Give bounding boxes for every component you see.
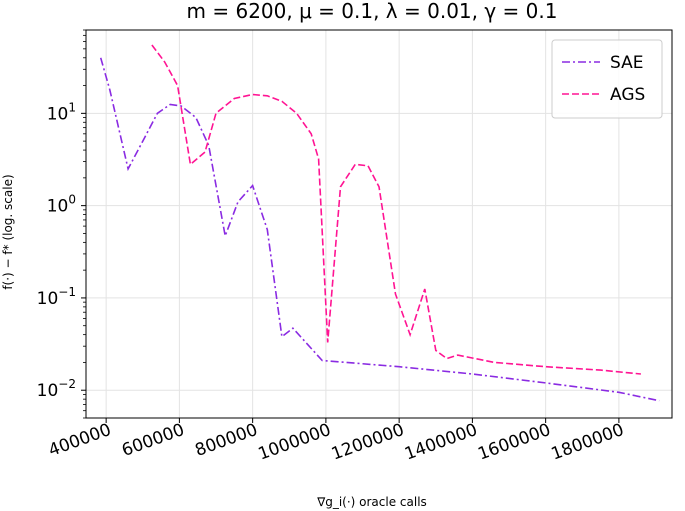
- y-tick-base: 10: [37, 289, 59, 309]
- x-tick-label: 800000: [193, 420, 261, 461]
- plot-frame: [85, 29, 673, 419]
- y-tick-label: 10−2: [37, 377, 76, 401]
- y-tick-base: 10: [47, 104, 69, 124]
- y-tick-label: 101: [47, 100, 76, 124]
- grid: [86, 30, 672, 418]
- x-tick-label: 600000: [119, 420, 187, 461]
- series-line-ags: [151, 44, 641, 375]
- x-axis-label: ∇g_i(·) oracle calls: [316, 495, 427, 509]
- x-axis: 400000 600000 8000001000000120000014000001…: [46, 418, 627, 465]
- x-tick-label: 400000: [46, 420, 114, 461]
- y-tick-exponent: 0: [68, 193, 76, 207]
- legend-label: SAE: [610, 53, 643, 73]
- x-tick-label: 1200000: [329, 420, 407, 465]
- legend-label: AGS: [610, 85, 645, 105]
- y-tick-exponent: −2: [58, 377, 76, 391]
- y-tick-base: 10: [47, 197, 69, 217]
- series-line-sae: [99, 57, 660, 402]
- x-tick-label: 1800000: [549, 420, 627, 465]
- y-tick-base: 10: [37, 381, 59, 401]
- x-tick-label: 1600000: [475, 420, 553, 465]
- x-tick-label: 1400000: [402, 420, 480, 465]
- y-tick-exponent: −1: [58, 285, 76, 299]
- y-tick-label: 10−1: [37, 285, 76, 309]
- series-layer: [99, 44, 660, 402]
- chart-title: m = 6200, μ = 0.1, λ = 0.01, γ = 0.1: [187, 0, 558, 23]
- legend-box: [551, 39, 663, 119]
- x-tick-label: 1000000: [256, 420, 334, 465]
- y-tick-exponent: 1: [68, 100, 76, 114]
- y-tick-label: 100: [47, 193, 76, 217]
- y-axis-label: f(·) − f* (log. scale): [1, 174, 15, 289]
- legend: SAE AGS: [551, 39, 663, 119]
